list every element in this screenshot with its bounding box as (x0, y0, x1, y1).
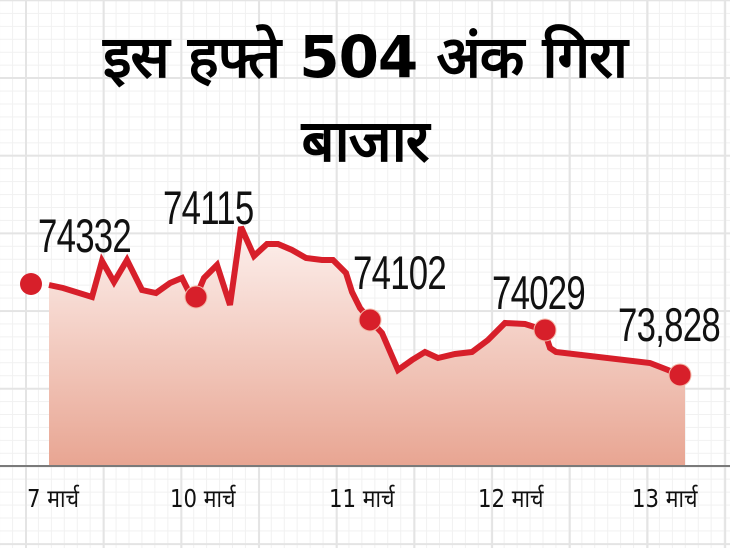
value-label-13-march: 73,828 (618, 298, 721, 351)
x-tick-11-march: 11 मार्च (329, 484, 395, 513)
x-tick-13-march: 13 मार्च (632, 484, 698, 513)
marker-11-march[interactable] (358, 308, 382, 332)
value-label-11-march: 74102 (353, 246, 447, 299)
chart-title-line-1: इस हफ्ते 504 अंक गिरा (103, 23, 628, 91)
x-tick-10-march: 10 मार्च (170, 484, 236, 513)
x-tick-12-march: 12 मार्च (478, 484, 544, 513)
value-label-7-march: 74332 (38, 209, 132, 262)
chart-title-line-2: बाजार (301, 107, 430, 175)
area-fill (49, 227, 685, 466)
price-line (48, 225, 682, 378)
marker-10-march[interactable] (184, 285, 208, 309)
marker-13-march[interactable] (668, 363, 692, 387)
value-label-10-march: 74115 (163, 181, 254, 234)
value-label-12-march: 74029 (492, 266, 586, 319)
x-tick-7-march: 7 मार्च (27, 484, 79, 513)
marker-12-march[interactable] (533, 318, 557, 342)
marker-7-march[interactable] (20, 273, 42, 295)
